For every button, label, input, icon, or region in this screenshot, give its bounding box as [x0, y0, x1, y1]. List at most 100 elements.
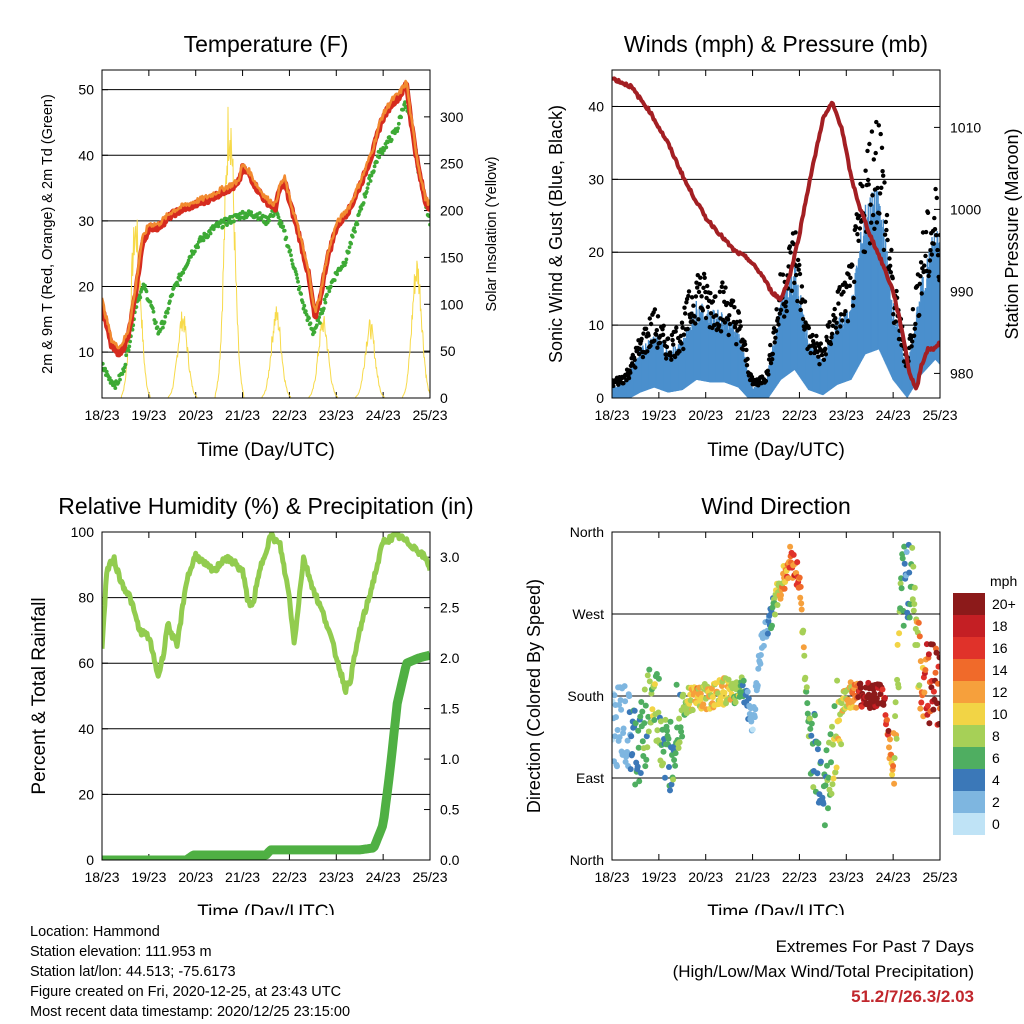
- gust-point: [708, 290, 713, 296]
- gust-point: [660, 332, 666, 337]
- direction-point: [774, 602, 781, 608]
- y-axis-label: Percent & Total Rainfall: [29, 597, 50, 794]
- gust-point: [713, 294, 718, 299]
- direction-point: [808, 732, 815, 739]
- humidity-series: [102, 532, 430, 695]
- plot-frame: [611, 531, 941, 861]
- gust-point: [703, 315, 709, 321]
- x-tick-label: 24/23: [366, 407, 401, 423]
- dewpoint-point: [116, 380, 121, 385]
- pressure-series: [612, 76, 940, 391]
- gust-point: [891, 312, 896, 317]
- gust-point: [770, 357, 775, 362]
- gust-point: [835, 330, 840, 335]
- direction-point: [709, 694, 716, 701]
- dewpoint-point: [151, 309, 156, 314]
- x-tick-label: 24/23: [876, 407, 911, 423]
- dewpoint-point: [323, 300, 328, 305]
- dewpoint-point: [163, 314, 168, 319]
- direction-point: [814, 770, 821, 777]
- direction-point: [824, 762, 830, 769]
- gust-point: [881, 247, 887, 253]
- direction-point: [900, 622, 907, 629]
- direction-point: [627, 766, 634, 773]
- direction-point: [838, 700, 845, 707]
- y-right-tick-label: 0: [440, 390, 448, 406]
- direction-point: [896, 630, 903, 637]
- gust-point: [688, 315, 693, 320]
- direction-point: [894, 676, 901, 683]
- gust-point: [674, 325, 679, 330]
- gust-point: [800, 316, 806, 322]
- direction-point: [838, 741, 845, 748]
- gust-point: [673, 329, 678, 334]
- gust-point: [885, 237, 890, 243]
- dewpoint-point: [369, 173, 374, 178]
- dewpoint-point: [138, 295, 143, 300]
- y-right-tick-label: 0.0: [440, 852, 460, 868]
- gust-point: [923, 229, 929, 235]
- direction-point: [664, 727, 670, 734]
- gust-point: [845, 319, 851, 324]
- dewpoint-point: [344, 257, 349, 262]
- dewpoint-point: [126, 348, 131, 352]
- x-tick-label: 25/23: [412, 869, 447, 885]
- gust-point: [780, 272, 786, 277]
- gust-point: [884, 227, 889, 233]
- direction-point: [830, 741, 836, 748]
- direction-point: [926, 720, 933, 727]
- gust-point: [796, 267, 801, 272]
- dewpoint-point: [148, 300, 153, 304]
- x-tick-label: 20/23: [178, 869, 213, 885]
- gust-point: [912, 326, 917, 331]
- direction-point: [802, 674, 809, 681]
- y-tick-label: North: [570, 852, 604, 868]
- direction-point: [651, 717, 658, 723]
- gust-point: [836, 301, 841, 306]
- direction-point: [893, 735, 900, 742]
- gust-point: [726, 332, 731, 338]
- y-tick-label: 40: [78, 147, 94, 163]
- gust-point: [909, 344, 914, 349]
- dewpoint-point: [178, 277, 183, 282]
- gust-point: [701, 271, 707, 277]
- x-axis-label: Time (Day/UTC): [707, 440, 845, 461]
- direction-point: [778, 592, 784, 599]
- y-tick-label: 20: [78, 278, 94, 294]
- dewpoint-point: [208, 231, 213, 236]
- gust-point: [934, 233, 939, 238]
- colorbar-label: 12: [992, 684, 1008, 700]
- dewpoint-point: [372, 164, 377, 169]
- direction-point: [755, 665, 762, 672]
- direction-point: [822, 782, 829, 789]
- dewpoint-point: [286, 245, 291, 249]
- direction-point: [800, 644, 807, 651]
- dewpoint-point: [128, 339, 133, 344]
- gust-point: [672, 354, 678, 360]
- direction-point: [882, 694, 888, 701]
- gust-point: [679, 320, 685, 325]
- dewpoint-point: [297, 285, 302, 289]
- gust-point: [700, 308, 705, 313]
- y-axis-label: Direction (Colored By Speed): [524, 579, 544, 813]
- direction-point: [916, 633, 923, 640]
- dewpoint-point: [296, 279, 300, 284]
- colorbar-label: 20+: [992, 596, 1016, 612]
- temperature-data: [102, 79, 430, 398]
- colorbar-swatch: [953, 615, 985, 637]
- gust-point: [773, 328, 779, 334]
- direction-point: [651, 681, 658, 688]
- direction-point: [689, 707, 696, 714]
- direction-point: [679, 733, 686, 740]
- gust-point: [660, 327, 665, 332]
- dewpoint-point: [189, 254, 193, 259]
- direction-point: [620, 730, 627, 736]
- dewpoint-point: [221, 224, 225, 229]
- direction-point: [666, 764, 672, 770]
- direction-point: [760, 642, 767, 649]
- dewpoint-point: [395, 129, 400, 134]
- gust-point: [877, 191, 883, 196]
- dewpoint-point: [346, 250, 351, 255]
- colorbar-swatch: [953, 813, 985, 835]
- direction-point: [903, 549, 910, 555]
